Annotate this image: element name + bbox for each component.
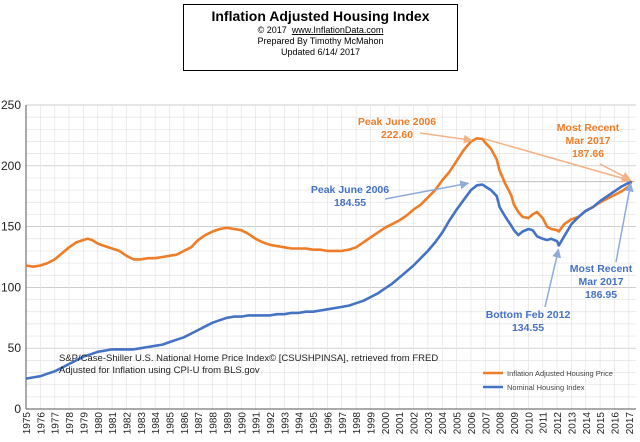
y-tick-label: 150 <box>1 220 21 234</box>
arrow-orange-peak <box>419 132 473 144</box>
annotation-orange-peak: 222.60 <box>381 129 413 141</box>
x-tick-label: 1982 <box>122 412 133 435</box>
nominal-line <box>25 180 633 380</box>
x-tick-label: 1991 <box>252 412 263 435</box>
annotation-orange-recent: Most Recent <box>557 122 620 134</box>
inflation-adjusted-line <box>25 137 633 269</box>
x-tick-label: 1992 <box>266 412 277 435</box>
x-tick-label: 1989 <box>223 412 234 435</box>
copyright: © 2017 <box>257 25 287 35</box>
x-tick-label: 2004 <box>438 412 449 435</box>
x-tick-label: 2000 <box>381 412 392 435</box>
annotation-blue-recent: 186.95 <box>585 289 617 301</box>
legend-label: Nominal Housing Index <box>507 383 585 392</box>
prepared-by: Prepared By Timothy McMahon <box>257 36 384 46</box>
arrow-blue-peak <box>384 180 470 200</box>
arrow-orange-trend <box>483 137 632 183</box>
copyright-line: © 2017 www.InflationData.com <box>184 25 457 36</box>
x-tick-label: 2001 <box>395 412 406 435</box>
source-note: S&P/Case-Shiller U.S. National Home Pric… <box>59 353 438 376</box>
x-tick-label: 2002 <box>410 412 421 435</box>
x-tick-label: 2014 <box>582 412 593 435</box>
arrow-orange-recent <box>599 163 632 181</box>
x-tick-label: 2012 <box>553 412 564 435</box>
chart-title-box: Inflation Adjusted Housing Index © 2017 … <box>183 4 458 71</box>
x-tick-label: 2010 <box>524 412 535 435</box>
y-tick-label: 200 <box>1 159 21 173</box>
site-link[interactable]: www.InflationData.com <box>291 25 384 35</box>
x-tick-label: 2009 <box>510 412 521 435</box>
x-tick-label: 1980 <box>94 412 105 435</box>
legend-label: Inflation Adjusted Housing Price <box>507 369 613 378</box>
x-tick-label: 1994 <box>295 412 306 435</box>
annotation-blue-recent: Mar 2017 <box>579 276 624 288</box>
y-tick-label: 250 <box>1 98 21 112</box>
x-tick-label: 1981 <box>108 412 119 435</box>
x-tick-label: 1990 <box>237 412 248 435</box>
y-tick-label: 100 <box>1 280 21 294</box>
annotation-blue-bottom: 134.55 <box>512 322 544 334</box>
x-tick-label: 2008 <box>496 412 507 435</box>
x-tick-label: 1999 <box>366 412 377 435</box>
x-tick-label: 2013 <box>567 412 578 435</box>
annotation-blue-peak: 184.55 <box>334 197 366 209</box>
x-tick-label: 2005 <box>453 412 464 435</box>
x-tick-label: 2007 <box>481 412 492 435</box>
annotation-blue-recent: Most Recent <box>570 263 633 275</box>
annotation-blue-bottom: Bottom Feb 2012 <box>486 309 571 321</box>
annotation-blue-peak: Peak June 2006 <box>311 184 389 196</box>
x-tick-label: 2017 <box>625 412 636 435</box>
x-tick-label: 1997 <box>338 412 349 435</box>
source-note-line: Adjusted for Inflation using CPI-U from … <box>59 365 260 376</box>
x-tick-label: 2011 <box>539 412 550 434</box>
chart-title: Inflation Adjusted Housing Index <box>211 8 430 24</box>
legend: Inflation Adjusted Housing Price Nominal … <box>483 369 613 392</box>
x-tick-label: 1979 <box>79 412 90 435</box>
x-tick-label: 1975 <box>22 412 33 435</box>
annotation-orange-recent: Mar 2017 <box>566 135 611 147</box>
arrow-blue-recent <box>615 182 634 263</box>
source-note-line: S&P/Case-Shiller U.S. National Home Pric… <box>59 353 438 364</box>
x-tick-label: 1995 <box>309 412 320 435</box>
x-tick-label: 1985 <box>166 412 177 435</box>
x-tick-label: 1978 <box>65 412 76 435</box>
x-tick-label: 2015 <box>596 412 607 435</box>
y-tick-label: 50 <box>8 341 22 355</box>
x-tick-label: 1977 <box>51 412 62 435</box>
x-tick-label: 1984 <box>151 412 162 435</box>
x-tick-label: 2006 <box>467 412 478 435</box>
x-tick-label: 1988 <box>209 412 220 435</box>
annotation-orange-recent: 187.66 <box>572 148 604 160</box>
arrow-blue-bottom <box>544 248 562 308</box>
series-lines <box>25 137 633 380</box>
updated-date: Updated 6/14/ 2017 <box>280 47 361 57</box>
x-tick-label: 1993 <box>280 412 291 435</box>
annotation-orange-peak: Peak June 2006 <box>358 116 436 128</box>
x-tick-label: 1976 <box>36 412 47 435</box>
x-tick-label: 1987 <box>194 412 205 435</box>
x-tick-label: 2003 <box>424 412 435 435</box>
x-tick-label: 1986 <box>180 412 191 435</box>
x-tick-label: 2016 <box>610 412 621 435</box>
x-tick-label: 1983 <box>137 412 148 435</box>
x-tick-label: 1996 <box>323 412 334 435</box>
y-tick-label: 0 <box>14 402 21 416</box>
x-tick-label: 1998 <box>352 412 363 435</box>
